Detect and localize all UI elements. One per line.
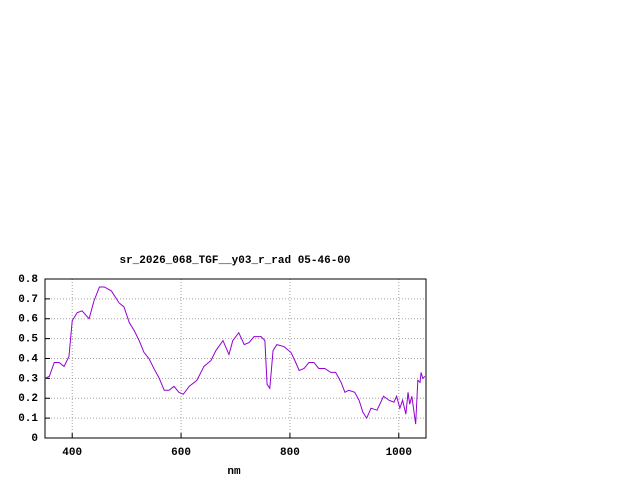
x-axis-label: nm [227, 466, 241, 478]
x-tick-label: 1000 [386, 447, 412, 459]
y-tick-label: 0.8 [18, 274, 38, 286]
y-tick-label: 0.3 [18, 373, 38, 385]
x-tick-label: 400 [62, 447, 82, 459]
data-line [44, 286, 426, 425]
x-tick-label: 800 [280, 447, 300, 459]
y-tick-label: 0.1 [18, 413, 38, 425]
y-tick-label: 0 [31, 433, 38, 445]
y-tick-label: 0.4 [18, 353, 38, 365]
y-tick-label: 0.6 [18, 314, 38, 326]
y-tick-label: 0.2 [18, 393, 38, 405]
x-tick-label: 600 [171, 447, 191, 459]
y-tick-label: 0.5 [18, 334, 38, 346]
y-tick-label: 0.7 [18, 294, 38, 306]
chart-title: sr_2026_068_TGF__y03_r_rad 05-46-00 [119, 255, 350, 267]
plot-frame [44, 278, 427, 439]
